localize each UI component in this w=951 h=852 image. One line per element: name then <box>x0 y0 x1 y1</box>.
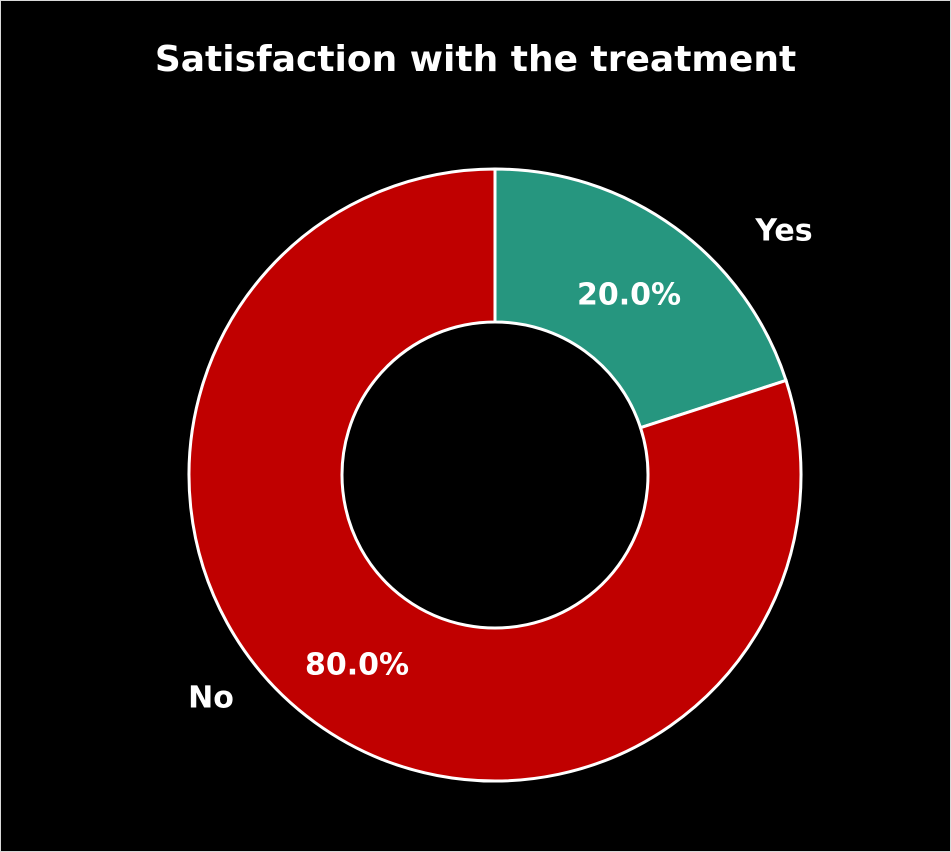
value-label-no: 80.0% <box>305 648 409 683</box>
chart-title: Satisfaction with the treatment <box>154 39 797 80</box>
value-label-yes: 20.0% <box>577 278 681 313</box>
category-label-no: No <box>188 681 234 716</box>
category-label-yes: Yes <box>754 214 812 249</box>
donut-slice-no <box>187 167 803 783</box>
donut-slice-yes <box>493 167 788 430</box>
